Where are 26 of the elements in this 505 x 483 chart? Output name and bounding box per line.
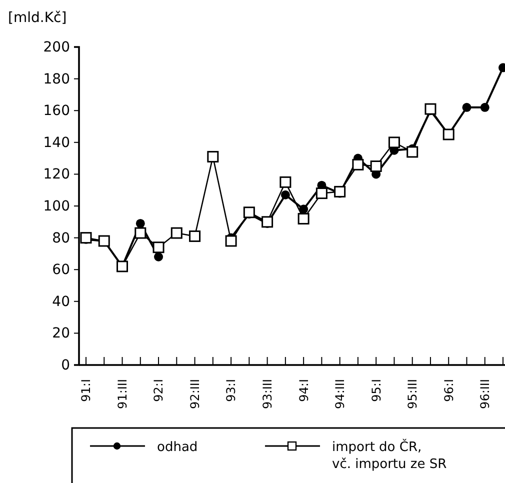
y-tick-label: 40 xyxy=(52,294,70,310)
x-tick-label: 94:I xyxy=(296,379,311,402)
x-tick-label: 93:I xyxy=(224,379,238,402)
x-tick-label: 92:I xyxy=(152,379,166,402)
x-tick-label: 96:I xyxy=(442,379,456,402)
x-tick-label: 94:III xyxy=(333,379,348,409)
x-tick-label: 95:III xyxy=(406,379,420,409)
legend-label: odhad xyxy=(157,440,198,455)
y-axis-title: [mld.Kč] xyxy=(8,10,67,26)
x-tick-label: 91:III xyxy=(115,379,130,409)
y-tick-label: 60 xyxy=(52,262,70,278)
x-tick-label: 92:III xyxy=(188,379,202,409)
y-tick-label: 120 xyxy=(43,166,70,183)
y-tick-label: 180 xyxy=(43,71,70,88)
x-tick-label: 91:I xyxy=(79,379,94,402)
y-tick-label: 100 xyxy=(43,198,70,214)
y-tick-label: 200 xyxy=(43,39,70,56)
x-tick-label: 96:III xyxy=(478,379,492,409)
y-tick-label: 80 xyxy=(52,230,70,246)
y-tick-label: 0 xyxy=(61,357,70,374)
legend-label: import do ČR, vč. importu ze SR xyxy=(332,438,447,472)
y-tick-label: 20 xyxy=(52,326,70,342)
x-tick-label: 95:I xyxy=(369,379,384,402)
x-tick-label: 93:III xyxy=(260,379,275,409)
y-tick-label: 140 xyxy=(43,134,70,151)
y-tick-label: 160 xyxy=(43,103,70,120)
